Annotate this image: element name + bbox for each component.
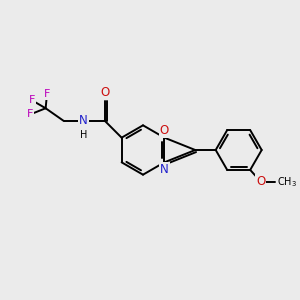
Text: N: N	[160, 163, 169, 176]
Text: F: F	[44, 89, 50, 99]
Text: O: O	[160, 124, 169, 137]
Text: O: O	[100, 86, 110, 99]
Text: H: H	[80, 130, 87, 140]
Text: CH$_3$: CH$_3$	[277, 175, 297, 189]
Text: F: F	[27, 110, 33, 119]
Text: O: O	[256, 175, 266, 188]
Text: F: F	[29, 95, 35, 105]
Text: N: N	[80, 114, 88, 127]
